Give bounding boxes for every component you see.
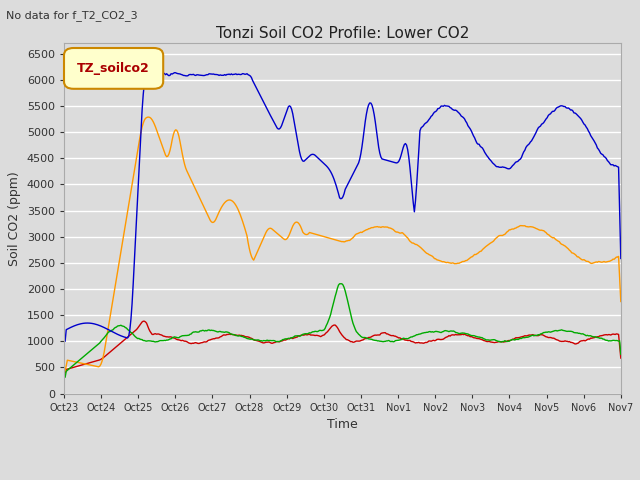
Title: Tonzi Soil CO2 Profile: Lower CO2: Tonzi Soil CO2 Profile: Lower CO2 — [216, 25, 469, 41]
X-axis label: Time: Time — [327, 418, 358, 431]
Text: No data for f_T2_CO2_3: No data for f_T2_CO2_3 — [6, 10, 138, 21]
Text: TZ_soilco2: TZ_soilco2 — [77, 62, 150, 75]
Y-axis label: Soil CO2 (ppm): Soil CO2 (ppm) — [8, 171, 21, 266]
